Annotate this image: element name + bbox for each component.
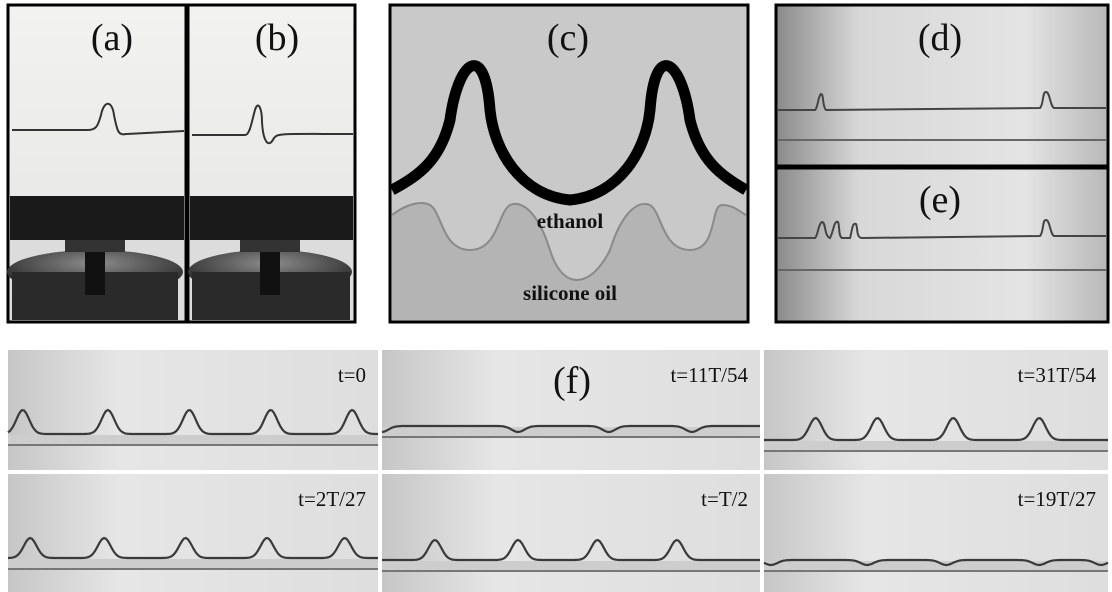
panel-label: (a) [91,17,133,59]
panel-label: (b) [255,17,299,59]
figure: t=0t=11T/54t=31T/54t=2T/27t=T/2t=19T/27 … [0,0,1112,592]
time-label: t=31T/54 [1018,363,1097,387]
annotation: silicone oil [523,281,617,305]
oil-layer [8,559,378,569]
oil-layer [8,435,378,445]
panel-label: (f) [553,360,591,402]
oil-layer [382,561,760,571]
oil-layer [764,441,1108,451]
time-label: t=T/2 [701,487,748,511]
time-label: t=0 [338,363,366,387]
panel-label: (c) [547,17,589,59]
annotation: ethanol [537,209,604,233]
time-label: t=19T/27 [1018,487,1096,511]
oil-layer [382,427,760,437]
time-label: t=2T/27 [298,487,366,511]
panel-label: (e) [919,179,961,221]
panel-label: (d) [918,17,962,59]
oil-layer [764,561,1108,571]
time-label: t=11T/54 [670,363,748,387]
frame [8,350,378,470]
